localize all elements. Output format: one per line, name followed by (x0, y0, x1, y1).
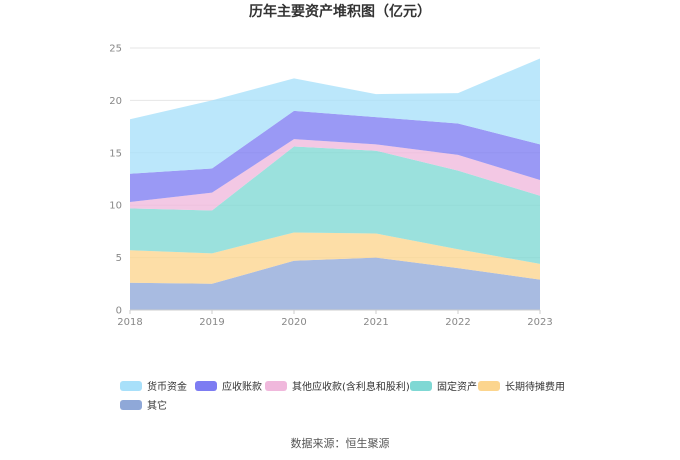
y-tick-label: 15 (109, 148, 122, 159)
legend-label: 固定资产 (437, 380, 477, 393)
legend-swatch (265, 381, 287, 391)
legend-swatch (195, 381, 217, 391)
legend-label: 货币资金 (147, 380, 187, 393)
area-series-1 (130, 232, 540, 284)
data-source: 数据来源：恒生聚源 (291, 436, 390, 450)
y-tick-label: 10 (109, 201, 122, 212)
x-tick-label: 2019 (199, 317, 224, 328)
legend-label: 其他应收款(含利息和股利) (292, 380, 410, 393)
x-tick-label: 2020 (281, 317, 306, 328)
x-tick-label: 2021 (363, 317, 388, 328)
y-tick-label: 20 (109, 96, 122, 107)
x-tick-label: 2023 (527, 317, 552, 328)
y-tick-label: 0 (116, 306, 122, 317)
y-tick-label: 5 (116, 253, 122, 264)
legend-swatch (478, 381, 500, 391)
x-tick-label: 2022 (445, 317, 470, 328)
legend-label: 长期待摊费用 (505, 380, 565, 393)
area-layers (130, 58, 540, 310)
legend-label: 应收账款 (222, 380, 262, 393)
area-series-0 (130, 257, 540, 310)
legend-swatch (120, 381, 142, 391)
area-series-3 (130, 139, 540, 211)
area-series-2 (130, 146, 540, 264)
legend-swatch (120, 400, 142, 410)
x-tick-label: 2018 (117, 317, 142, 328)
area-series-5 (130, 58, 540, 174)
legend-label: 其它 (147, 399, 167, 412)
axes: 0 5 10 15 20 25 2018 2019 2020 2021 2022 2023 (109, 44, 552, 329)
area-series-4 (130, 110, 540, 203)
legend-swatch (410, 381, 432, 391)
chart-title: 历年主要资产堆积图（亿元） (249, 3, 431, 20)
y-tick-label: 25 (109, 44, 122, 55)
